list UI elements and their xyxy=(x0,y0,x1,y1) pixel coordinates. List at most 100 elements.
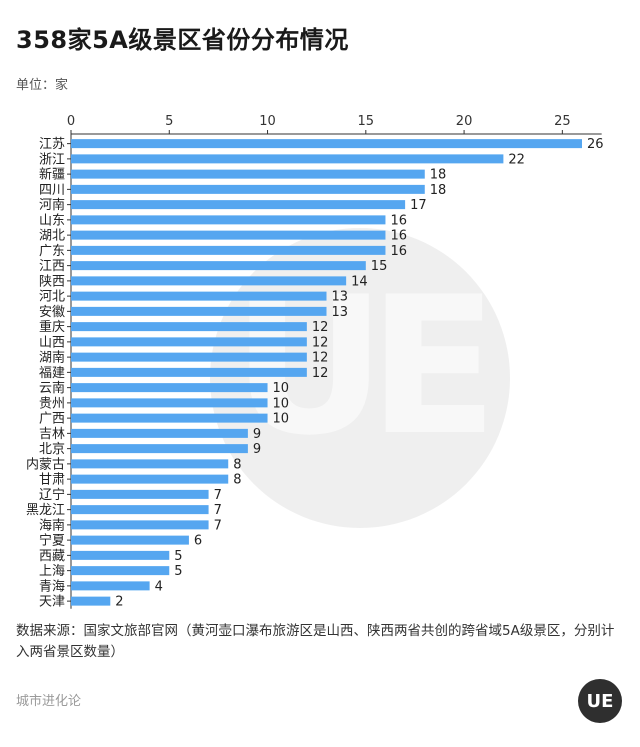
data-label: 10 xyxy=(273,412,290,427)
bar xyxy=(71,154,504,164)
category-label: 江西 xyxy=(39,259,65,274)
bar xyxy=(71,581,150,591)
data-label: 26 xyxy=(587,137,604,152)
bar xyxy=(71,550,170,560)
data-label: 16 xyxy=(390,213,407,228)
unit-label: 单位：家 xyxy=(16,78,69,93)
data-label: 10 xyxy=(273,396,290,411)
brand-logo: UE xyxy=(578,679,622,723)
brand-name: 城市进化论 xyxy=(16,694,82,709)
category-label: 辽宁 xyxy=(39,487,65,503)
category-label: 湖北 xyxy=(39,229,65,244)
category-label: 山西 xyxy=(39,335,65,350)
data-label: 13 xyxy=(332,290,349,305)
bar xyxy=(71,245,386,255)
bar xyxy=(71,291,327,301)
bar xyxy=(71,184,425,194)
category-label: 四川 xyxy=(39,183,65,198)
data-label: 18 xyxy=(430,168,447,183)
category-label: 江苏 xyxy=(39,136,65,152)
data-label: 5 xyxy=(174,564,182,579)
category-label: 北京 xyxy=(39,442,65,457)
bar xyxy=(71,337,307,347)
category-label: 海南 xyxy=(39,517,65,533)
category-label: 上海 xyxy=(39,564,65,579)
data-label: 4 xyxy=(155,579,163,594)
bar xyxy=(71,383,268,393)
bar xyxy=(71,352,307,362)
data-label: 7 xyxy=(214,488,222,503)
category-label: 青海 xyxy=(39,579,65,594)
watermark-logo: UE xyxy=(232,256,498,477)
chart-title: 358家5A级景区省份分布情况 xyxy=(16,26,349,54)
data-label: 13 xyxy=(332,305,349,320)
category-label: 广东 xyxy=(39,244,65,259)
data-label: 8 xyxy=(233,457,241,472)
bar xyxy=(71,200,406,210)
data-label: 6 xyxy=(194,534,202,549)
data-label: 14 xyxy=(351,274,368,289)
data-label: 16 xyxy=(390,244,407,259)
bar xyxy=(71,413,268,423)
bar xyxy=(71,139,582,149)
category-label: 贵州 xyxy=(39,396,65,411)
category-label: 安徽 xyxy=(39,305,65,320)
x-tick-label: 10 xyxy=(259,114,276,129)
data-label: 9 xyxy=(253,442,261,457)
data-label: 7 xyxy=(214,503,222,518)
data-label: 16 xyxy=(390,229,407,244)
data-label: 12 xyxy=(312,320,329,335)
bar xyxy=(71,322,307,332)
data-label: 15 xyxy=(371,259,388,274)
data-label: 7 xyxy=(214,518,222,533)
category-label: 西藏 xyxy=(39,549,65,564)
bar xyxy=(71,276,347,286)
bar xyxy=(71,596,111,606)
category-label: 湖南 xyxy=(39,350,65,366)
bar xyxy=(71,444,248,454)
bar xyxy=(71,535,189,545)
x-tick-label: 15 xyxy=(358,114,375,129)
bar xyxy=(71,398,268,408)
bar xyxy=(71,566,170,576)
category-label: 云南 xyxy=(39,380,65,396)
category-label: 河南 xyxy=(39,197,65,213)
data-label: 18 xyxy=(430,183,447,198)
bar xyxy=(71,520,209,530)
bar xyxy=(71,261,366,271)
category-label: 福建 xyxy=(39,366,65,381)
category-label: 河北 xyxy=(39,290,65,305)
category-label: 天津 xyxy=(39,595,65,610)
data-label: 12 xyxy=(312,351,329,366)
data-label: 2 xyxy=(115,595,123,610)
bar xyxy=(71,474,229,484)
bar xyxy=(71,367,307,377)
bar xyxy=(71,459,229,469)
bar xyxy=(71,306,327,316)
bar xyxy=(71,505,209,515)
category-label: 新疆 xyxy=(39,167,65,183)
source-note: 数据来源：国家文旅部官网（黄河壶口瀑布旅游区是山西、陕西两省共创的跨省域5A级景… xyxy=(16,623,615,660)
x-tick-label: 0 xyxy=(67,114,75,129)
category-label: 陕西 xyxy=(39,274,65,289)
data-label: 22 xyxy=(508,152,525,167)
bar xyxy=(71,230,386,240)
category-label: 宁夏 xyxy=(39,533,65,549)
x-tick-label: 5 xyxy=(165,114,173,129)
category-label: 浙江 xyxy=(39,152,65,167)
data-label: 9 xyxy=(253,427,261,442)
data-label: 17 xyxy=(410,198,427,213)
category-label: 广西 xyxy=(39,412,65,427)
x-tick-label: 25 xyxy=(554,114,571,129)
data-label: 8 xyxy=(233,473,241,488)
category-label: 黑龙江 xyxy=(26,503,65,518)
data-label: 12 xyxy=(312,335,329,350)
data-label: 5 xyxy=(174,549,182,564)
data-label: 12 xyxy=(312,366,329,381)
category-label: 甘肃 xyxy=(39,473,65,488)
category-label: 吉林 xyxy=(39,427,65,442)
x-tick-label: 20 xyxy=(456,114,473,129)
bar xyxy=(71,428,248,438)
bar xyxy=(71,489,209,499)
